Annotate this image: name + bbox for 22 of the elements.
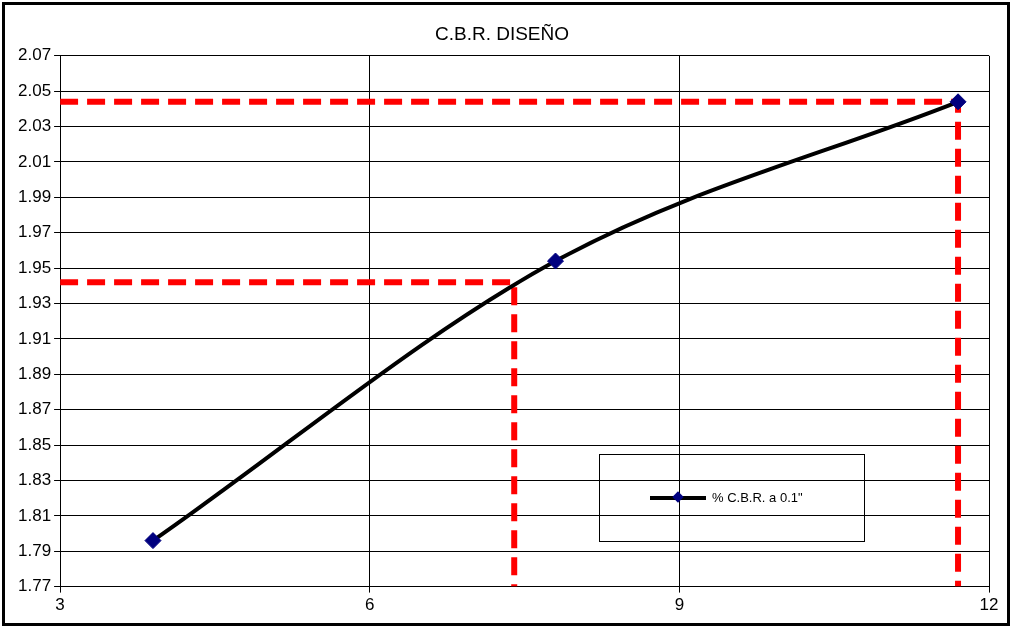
y-tick-label: 1.97 xyxy=(17,222,52,242)
y-tick-label: 1.91 xyxy=(17,328,52,348)
y-tick-label: 1.99 xyxy=(17,187,52,207)
chart-title: C.B.R. DISEÑO xyxy=(434,22,570,44)
y-tick-label: 1.95 xyxy=(17,257,52,277)
y-tick-label: 2.03 xyxy=(17,116,52,136)
legend-label: % C.B.R. a 0.1" xyxy=(712,490,803,506)
y-tick-label: 1.87 xyxy=(17,399,52,419)
x-tick-label: 12 xyxy=(979,595,999,615)
y-tick-label: 2.07 xyxy=(17,45,52,65)
y-tick-label: 1.77 xyxy=(17,576,52,596)
x-tick-label: 6 xyxy=(364,595,375,615)
y-tick-label: 1.83 xyxy=(17,470,52,490)
y-tick-label: 2.01 xyxy=(17,151,52,171)
y-tick-label: 1.93 xyxy=(17,293,52,313)
y-tick-label: 1.89 xyxy=(17,363,52,383)
y-tick-label: 1.85 xyxy=(17,434,52,454)
y-tick-label: 1.81 xyxy=(17,505,52,525)
y-tick-label: 2.05 xyxy=(17,80,52,100)
x-tick-label: 9 xyxy=(674,595,685,615)
y-tick-label: 1.79 xyxy=(17,540,52,560)
x-tick-label: 3 xyxy=(55,595,65,615)
